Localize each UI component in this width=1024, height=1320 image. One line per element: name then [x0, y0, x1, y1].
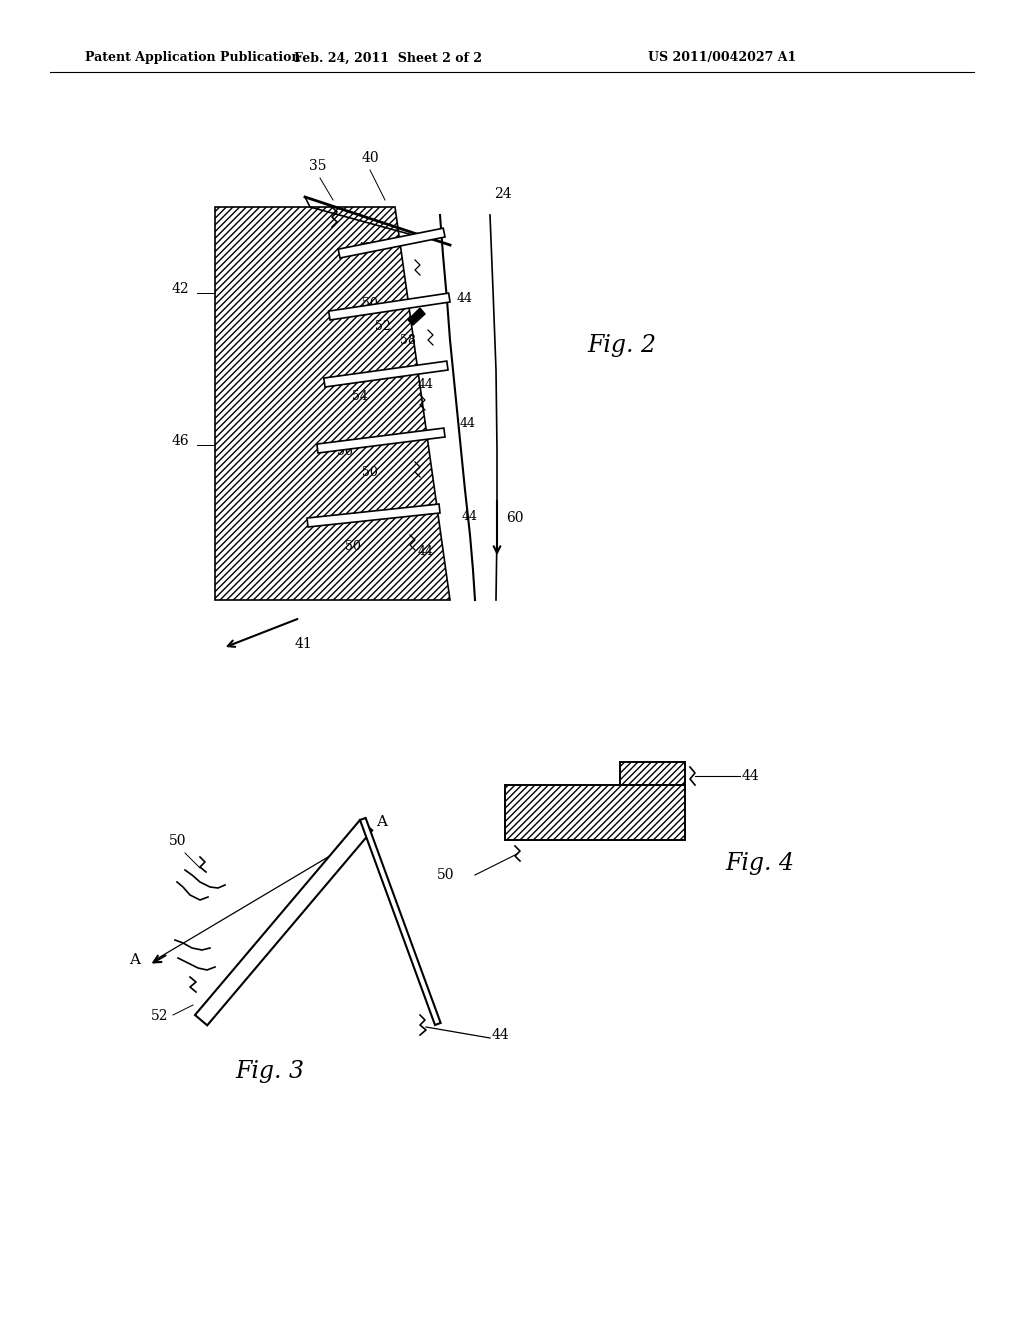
Polygon shape [215, 207, 450, 601]
Bar [505, 785, 685, 840]
Text: 43: 43 [357, 242, 373, 255]
Text: 44: 44 [418, 545, 434, 558]
Text: 40: 40 [361, 150, 379, 165]
Text: Fig. 3: Fig. 3 [236, 1060, 304, 1082]
Text: Feb. 24, 2011  Sheet 2 of 2: Feb. 24, 2011 Sheet 2 of 2 [294, 51, 482, 65]
Text: 44: 44 [742, 770, 760, 783]
Polygon shape [620, 762, 685, 785]
Text: 50: 50 [437, 869, 455, 882]
Text: Fig. 2: Fig. 2 [588, 334, 656, 356]
Text: 50: 50 [169, 834, 186, 847]
Polygon shape [324, 362, 449, 387]
Text: Patent Application Publication: Patent Application Publication [85, 51, 300, 65]
Text: 24: 24 [494, 187, 512, 201]
Text: US 2011/0042027 A1: US 2011/0042027 A1 [648, 51, 797, 65]
Text: 46: 46 [171, 434, 188, 447]
Text: 58: 58 [400, 334, 416, 347]
Text: 44: 44 [418, 378, 434, 391]
Polygon shape [195, 820, 372, 1026]
Polygon shape [360, 818, 440, 1026]
Text: 56: 56 [337, 445, 353, 458]
Text: 44: 44 [492, 1028, 510, 1041]
Text: 44: 44 [460, 417, 476, 430]
Text: 50: 50 [388, 368, 403, 381]
Text: A: A [377, 814, 387, 829]
Text: 60: 60 [506, 511, 523, 525]
Text: 50: 50 [362, 297, 378, 310]
Text: 52: 52 [375, 319, 391, 333]
Polygon shape [329, 293, 450, 319]
Text: A: A [129, 953, 140, 968]
Text: Fig. 4: Fig. 4 [725, 851, 795, 875]
Polygon shape [408, 308, 425, 325]
Polygon shape [307, 504, 440, 527]
Text: 41: 41 [295, 638, 312, 651]
Text: 35: 35 [309, 158, 327, 173]
Polygon shape [316, 428, 445, 453]
Text: 54: 54 [352, 389, 368, 403]
Polygon shape [338, 228, 445, 257]
Text: 52: 52 [152, 1008, 169, 1023]
Text: 50: 50 [362, 466, 378, 479]
Text: 42: 42 [171, 282, 188, 296]
Text: 50: 50 [345, 540, 360, 553]
Text: 44: 44 [462, 510, 478, 523]
Text: 44: 44 [457, 292, 473, 305]
